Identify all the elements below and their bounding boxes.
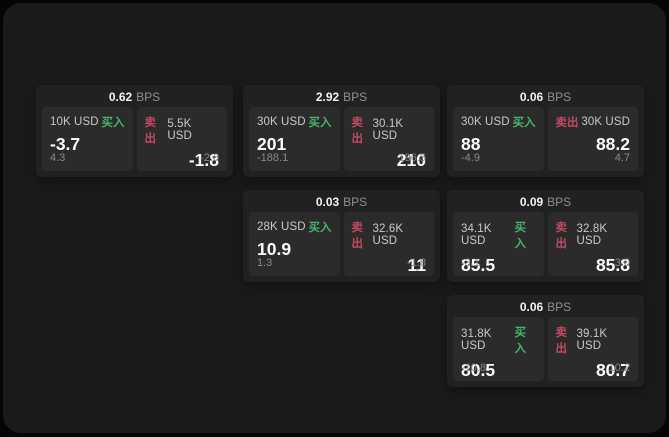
buy-size-label: 31.8K USD	[461, 328, 492, 352]
buy-side-label: 买入	[308, 222, 332, 234]
buy-size-label: 30K USD	[257, 116, 306, 128]
sell-delta: 4.7	[614, 152, 630, 164]
card-header: 0.62 BPS	[36, 85, 233, 106]
sell-price: 11	[407, 255, 427, 275]
buy-price: 80.5	[461, 360, 496, 380]
sell-panel[interactable]: 卖出 39.1K USD 80.7 10.2	[547, 317, 638, 381]
sell-delta: 10.2	[608, 362, 630, 374]
bps-value: 0.03	[315, 195, 340, 209]
buy-panel[interactable]: 28K USD 买入 10.9 1.3	[249, 212, 340, 276]
sell-size-label: 30.1K USD	[372, 118, 404, 142]
sell-side-label: 卖出	[555, 327, 568, 355]
buy-size-label: 10K USD	[50, 116, 99, 128]
bps-unit-label: BPS	[547, 195, 572, 209]
sell-side-label: 卖出	[555, 117, 579, 129]
bps-value: 0.09	[519, 195, 544, 209]
card-header: 0.09 BPS	[447, 190, 644, 211]
buy-delta: 4.3	[50, 152, 66, 164]
buy-side-label: 买入	[308, 117, 332, 129]
buy-panel[interactable]: 31.8K USD 买入 80.5 -10.8	[453, 317, 544, 381]
buy-price: -3.7	[50, 134, 81, 154]
sell-size-label: 32.8K USD	[576, 223, 608, 247]
sell-side-label: 卖出	[351, 117, 364, 145]
sell-price: -1.8	[188, 150, 219, 170]
quote-card: 0.06 BPS 31.8K USD 买入 80.5 -10.8 卖出 39.1…	[447, 295, 644, 387]
buy-size-label: 30K USD	[461, 116, 510, 128]
sell-side-label: 卖出	[351, 222, 364, 250]
sell-price: 88.2	[595, 134, 630, 154]
bps-unit-label: BPS	[547, 90, 572, 104]
buy-side-label: 买入	[512, 117, 536, 129]
buy-size-label: 28K USD	[257, 221, 306, 233]
bps-value: 0.62	[108, 90, 133, 104]
app-panel: 0.62 BPS 10K USD 买入 -3.7 4.3 卖出 5.5K USD…	[3, 3, 666, 433]
buy-panel[interactable]: 30K USD 买入 88 -4.9	[453, 107, 544, 171]
sell-size-label: 39.1K USD	[576, 328, 608, 352]
quote-card: 0.09 BPS 34.1K USD 买入 85.5 -3.1 卖出 32.8K…	[447, 190, 644, 282]
quote-card: 0.06 BPS 30K USD 买入 88 -4.9 卖出 30K USD 8…	[447, 85, 644, 177]
sell-delta: 196.5	[398, 152, 426, 164]
sell-size-label: 5.5K USD	[167, 118, 192, 142]
bps-unit-label: BPS	[136, 90, 161, 104]
buy-price: 10.9	[257, 239, 292, 259]
sell-delta: 3.0	[614, 257, 630, 269]
card-header: 0.06 BPS	[447, 85, 644, 106]
sell-price: 85.8	[595, 255, 630, 275]
buy-price: 85.5	[461, 255, 496, 275]
buy-panel[interactable]: 34.1K USD 买入 85.5 -3.1	[453, 212, 544, 276]
bps-value: 0.06	[519, 90, 544, 104]
buy-size-label: 34.1K USD	[461, 223, 492, 247]
sell-panel[interactable]: 卖出 32.6K USD 11 -1.8	[343, 212, 434, 276]
card-header: 0.03 BPS	[243, 190, 440, 211]
buy-price: 201	[257, 134, 287, 154]
bps-unit-label: BPS	[547, 300, 572, 314]
bps-value: 0.06	[519, 300, 544, 314]
buy-side-label: 买入	[514, 327, 526, 355]
buy-panel[interactable]: 10K USD 买入 -3.7 4.3	[42, 107, 133, 171]
card-header: 0.06 BPS	[447, 295, 644, 316]
quote-card: 0.03 BPS 28K USD 买入 10.9 1.3 卖出 32.6K US…	[243, 190, 440, 282]
bps-unit-label: BPS	[343, 195, 368, 209]
buy-delta: -188.1	[257, 152, 289, 164]
sell-panel[interactable]: 卖出 5.5K USD -1.8 -2.6	[136, 107, 227, 171]
sell-panel[interactable]: 卖出 32.8K USD 85.8 3.0	[547, 212, 638, 276]
buy-delta: -4.9	[461, 152, 480, 164]
buy-side-label: 买入	[101, 117, 125, 129]
quote-card: 0.62 BPS 10K USD 买入 -3.7 4.3 卖出 5.5K USD…	[36, 85, 233, 177]
buy-delta: 1.3	[257, 257, 273, 269]
sell-panel[interactable]: 卖出 30.1K USD 210 196.5	[343, 107, 434, 171]
sell-size-label: 32.6K USD	[372, 223, 404, 247]
sell-side-label: 卖出	[555, 222, 568, 250]
sell-price: 80.7	[595, 360, 630, 380]
sell-size-label: 30K USD	[581, 116, 630, 128]
bps-unit-label: BPS	[343, 90, 368, 104]
buy-delta: -10.8	[461, 362, 487, 374]
quote-card: 2.92 BPS 30K USD 买入 201 -188.1 卖出 30.1K …	[243, 85, 440, 177]
buy-price: 88	[461, 134, 481, 154]
bps-value: 2.92	[315, 90, 340, 104]
card-header: 2.92 BPS	[243, 85, 440, 106]
sell-delta: -1.8	[407, 257, 426, 269]
sell-panel[interactable]: 卖出 30K USD 88.2 4.7	[547, 107, 638, 171]
sell-price: 210	[396, 150, 426, 170]
buy-delta: -3.1	[461, 257, 480, 269]
sell-delta: -2.6	[200, 152, 219, 164]
buy-panel[interactable]: 30K USD 买入 201 -188.1	[249, 107, 340, 171]
buy-side-label: 买入	[514, 222, 526, 250]
sell-side-label: 卖出	[144, 117, 157, 145]
